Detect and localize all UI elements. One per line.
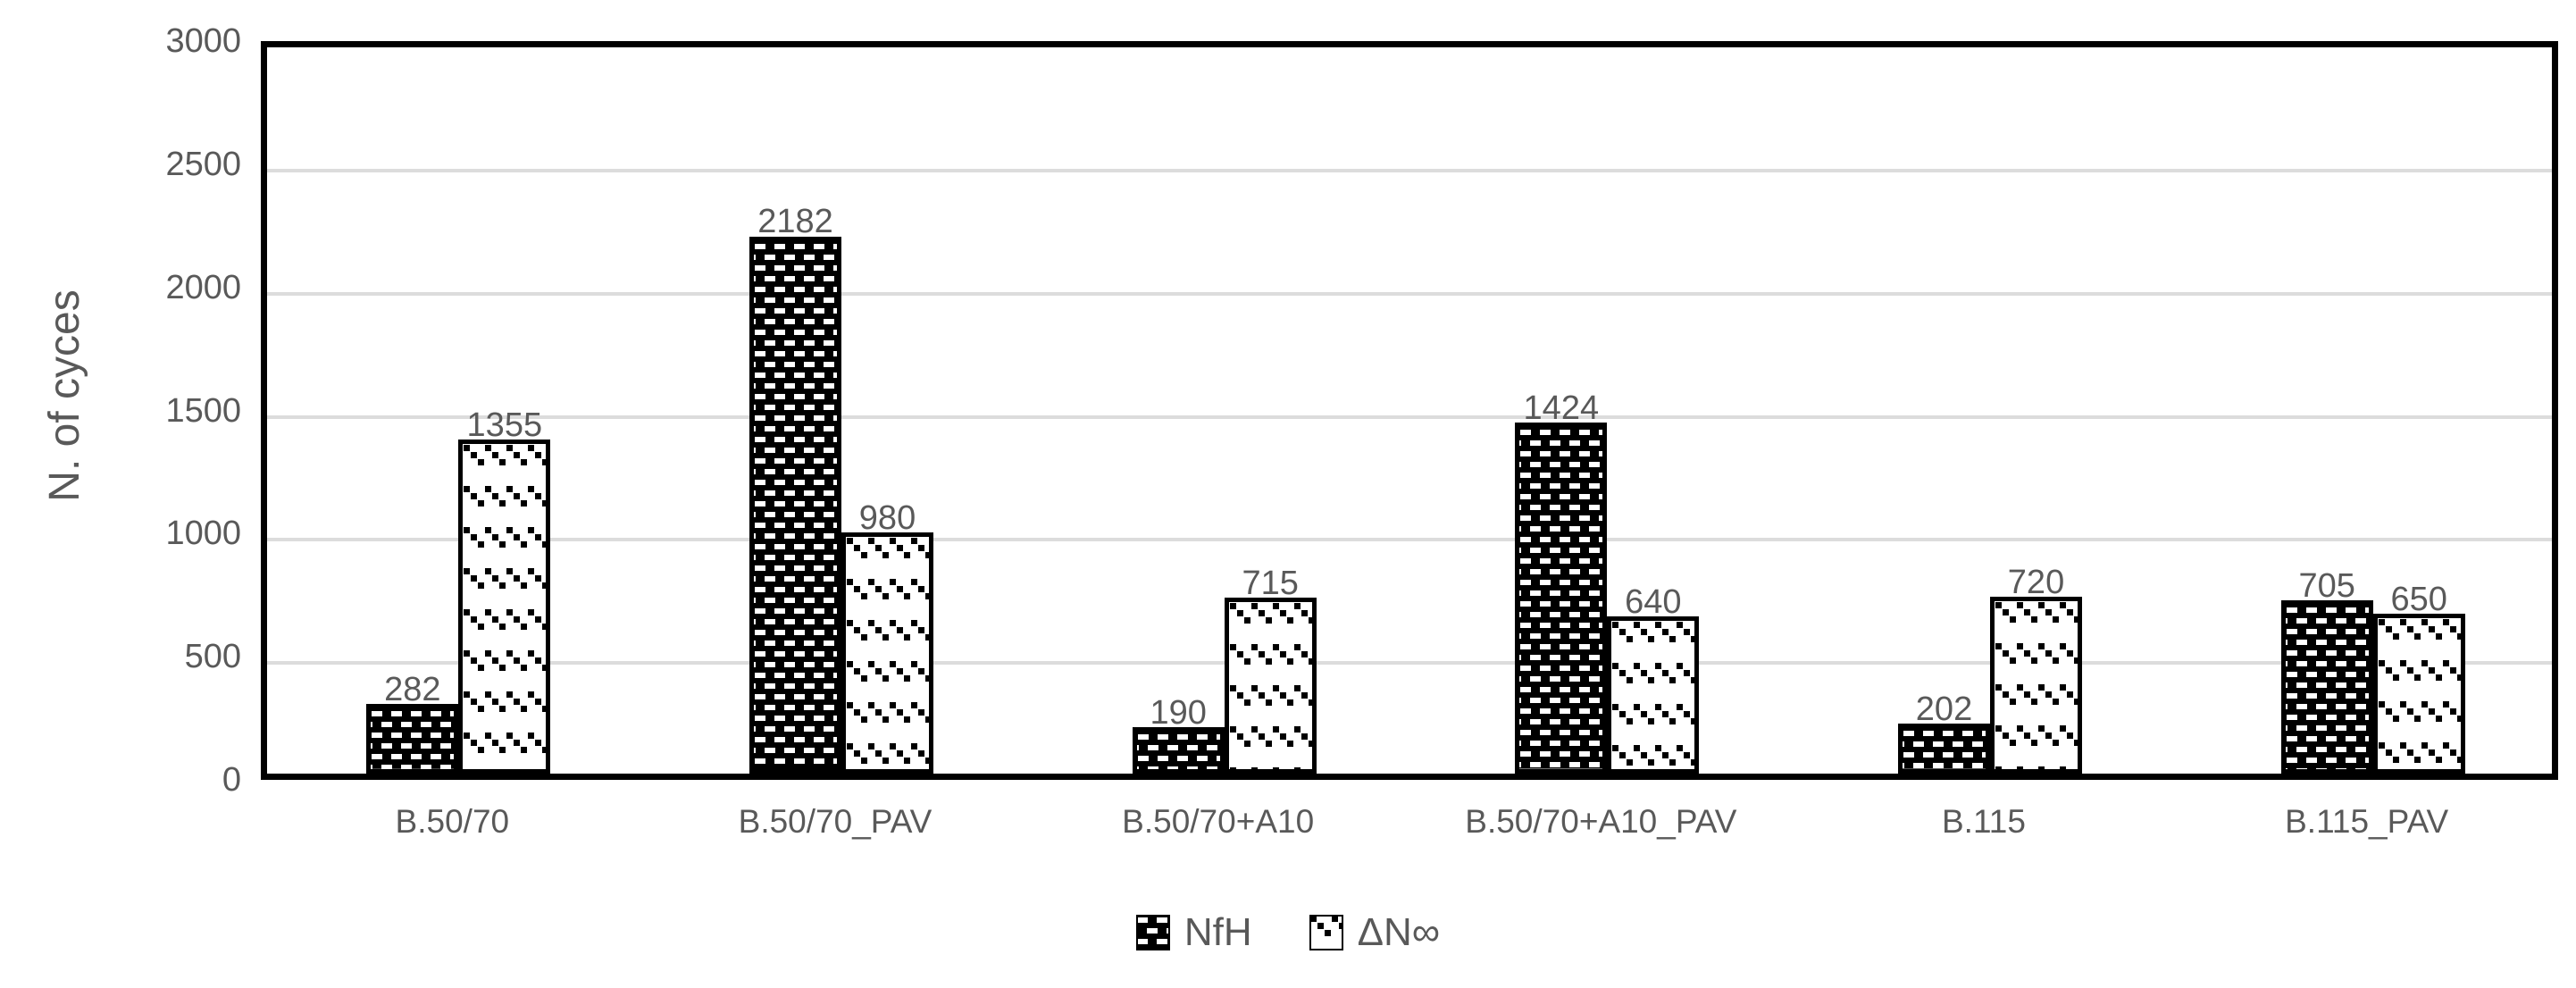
chart-legend: NfH ΔN∞ bbox=[0, 909, 2576, 956]
bar-nfh-1 bbox=[366, 704, 459, 774]
data-label: 980 bbox=[858, 498, 916, 537]
data-label: 640 bbox=[1625, 582, 1682, 621]
bar-dn-infinity-1 bbox=[458, 440, 551, 774]
bar-nfh-2 bbox=[749, 236, 841, 774]
bar-dn-infinity-2 bbox=[841, 532, 933, 774]
x-axis-label: B.50/70+A10_PAV bbox=[1465, 803, 1737, 840]
data-label: 202 bbox=[1915, 691, 1973, 729]
y-tick-label: 2500 bbox=[165, 145, 241, 183]
data-label: 705 bbox=[2298, 566, 2355, 605]
y-tick-label: 0 bbox=[222, 761, 241, 799]
bar-dn-infinity-5 bbox=[1990, 596, 2082, 774]
data-label: 1355 bbox=[466, 406, 543, 445]
legend-label: NfH bbox=[1183, 910, 1252, 954]
plot-area: 282 1355 2182 980 190 715 1424 640 202 720 705 650 bbox=[261, 41, 2558, 780]
data-label: 1424 bbox=[1523, 389, 1600, 428]
data-label: 650 bbox=[2390, 580, 2447, 618]
legend-swatch-icon bbox=[1135, 915, 1170, 950]
bar-nfh-3 bbox=[1132, 726, 1225, 774]
legend-label: ΔN∞ bbox=[1357, 910, 1441, 954]
legend-swatch-icon bbox=[1309, 915, 1343, 950]
x-axis-label: B.50/70+A10 bbox=[1122, 803, 1315, 840]
bar-nfh-6 bbox=[2280, 599, 2373, 774]
y-tick-label: 3000 bbox=[165, 22, 241, 60]
gridline bbox=[267, 291, 2552, 296]
data-label: 715 bbox=[1242, 564, 1299, 602]
data-label: 720 bbox=[2007, 563, 2065, 601]
bar-dn-infinity-6 bbox=[2372, 613, 2465, 774]
y-tick-label: 1000 bbox=[165, 515, 241, 553]
bar-dn-infinity-3 bbox=[1224, 597, 1317, 774]
x-axis-label: B.115 bbox=[1942, 803, 2026, 840]
y-tick-label: 1500 bbox=[165, 391, 241, 430]
legend-item-nfh: NfH bbox=[1135, 909, 1252, 956]
data-label: 190 bbox=[1150, 693, 1207, 732]
data-label: 282 bbox=[384, 671, 441, 709]
y-tick-label: 500 bbox=[184, 638, 241, 676]
gridline bbox=[267, 661, 2552, 666]
legend-item-dn-infinity: ΔN∞ bbox=[1309, 909, 1441, 956]
bar-nfh-4 bbox=[1515, 423, 1608, 774]
gridline bbox=[267, 168, 2552, 172]
y-tick-label: 2000 bbox=[165, 268, 241, 306]
gridline bbox=[267, 414, 2552, 419]
bar-dn-infinity-4 bbox=[1607, 615, 1700, 774]
bar-nfh-5 bbox=[1898, 724, 1990, 774]
data-label: 2182 bbox=[757, 203, 833, 241]
x-axis-label: B.50/70_PAV bbox=[738, 803, 933, 840]
x-axis-label: B.50/70 bbox=[395, 803, 510, 840]
x-axis-label: B.115_PAV bbox=[2285, 803, 2449, 840]
gridline bbox=[267, 538, 2552, 542]
